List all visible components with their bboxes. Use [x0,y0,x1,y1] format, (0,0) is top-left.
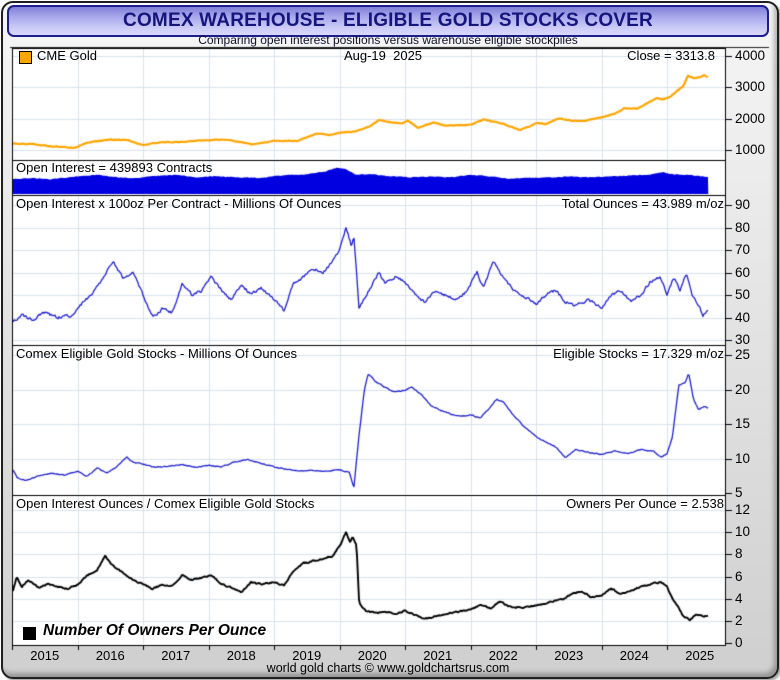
x-year-label: 2022 [488,648,518,663]
x-year-label: 2021 [423,648,453,663]
gold-legend-label: CME Gold [37,48,97,63]
x-year-label: 2024 [619,648,649,663]
y-tick-label: 4000 [735,48,766,63]
y-tick-label: 60 [735,265,751,280]
y-tick-label: 90 [735,197,751,212]
x-year-label: 2023 [554,648,584,663]
x-year-label: 2020 [357,648,387,663]
y-tick-label: 8 [735,546,743,561]
y-tick-label: 1000 [735,142,766,157]
owners-legend-swatch-icon [23,627,36,640]
x-year-label: 2016 [95,648,125,663]
total-ounces-label: Open Interest x 100oz Per Contract - Mil… [16,196,342,211]
gold-close-value: Close = 3313.8 [627,48,715,63]
y-tick-label: 2000 [735,111,766,126]
total-ounces-value: Total Ounces = 43.989 m/oz [561,196,724,211]
y-tick-label: 12 [735,502,751,517]
open-interest-label: Open Interest = 439893 Contracts [16,160,213,175]
y-tick-label: 10 [735,451,751,466]
y-tick-label: 15 [735,416,751,431]
y-tick-label: 5 [735,485,743,500]
y-tick-label: 20 [735,382,751,397]
y-tick-label: 25 [735,347,751,362]
y-tick-label: 30 [735,332,751,347]
eligible-stocks-label: Comex Eligible Gold Stocks - Millions Of… [16,346,298,361]
x-year-label: 2019 [292,648,322,663]
owners-ratio-value: Owners Per Ounce = 2.538 [566,496,724,511]
y-tick-label: 80 [735,220,751,235]
y-tick-label: 10 [735,524,751,539]
gold-date-label: Aug-19 2025 [343,48,423,63]
y-tick-label: 3000 [735,79,766,94]
footer-credit: world gold charts © www.goldchartsrus.co… [266,661,510,675]
y-tick-label: 50 [735,287,751,302]
y-tick-label: 70 [735,242,751,257]
eligible-stocks-value: Eligible Stocks = 17.329 m/oz [553,346,724,361]
y-tick-label: 0 [735,635,743,650]
x-year-label: 2017 [161,648,191,663]
x-year-label: 2018 [226,648,256,663]
x-year-label: 2025 [685,648,715,663]
y-tick-label: 40 [735,310,751,325]
y-tick-label: 4 [735,591,743,606]
y-tick-label: 2 [735,613,743,628]
x-year-label: 2015 [30,648,60,663]
y-tick-label: 6 [735,569,743,584]
owners-legend-label: Number Of Owners Per Ounce [43,622,267,639]
gold-legend-swatch-icon [19,51,32,64]
owners-ratio-label: Open Interest Ounces / Comex Eligible Go… [16,496,315,511]
